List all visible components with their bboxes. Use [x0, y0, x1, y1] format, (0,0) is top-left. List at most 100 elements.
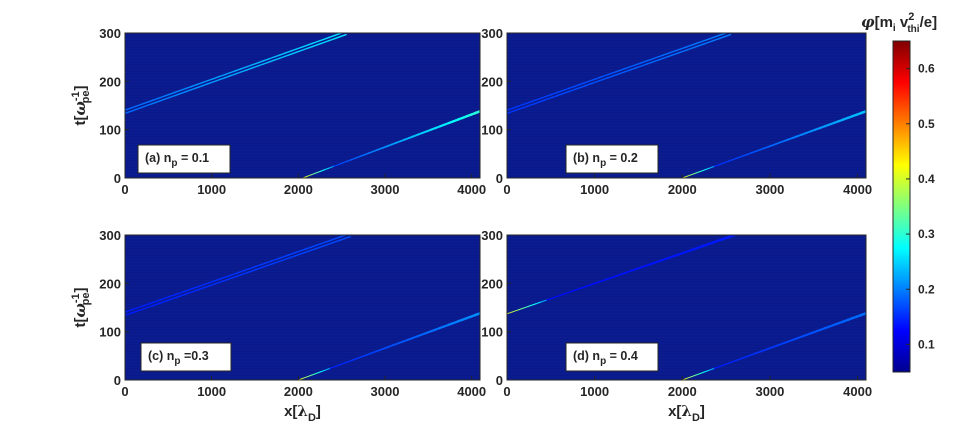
trajectory-transmitted-segment — [732, 359, 739, 363]
trajectory-reflected-segment — [306, 42, 314, 46]
trajectory-transmitted-segment — [320, 369, 327, 373]
y-tick-label: 0 — [114, 373, 121, 388]
trajectory-reflected-segment — [601, 77, 609, 81]
trajectory-reflected-segment — [223, 75, 231, 79]
colorbar-tick-label: 0.6 — [918, 62, 935, 76]
x-tick-label: 2000 — [284, 384, 313, 399]
trajectory-reflected-segment — [338, 235, 346, 239]
trajectory-reflected-segment — [539, 98, 547, 103]
trajectory-reflected-segment — [645, 58, 653, 62]
trajectory-reflected-segment — [240, 69, 248, 73]
trajectory-reflected-segment — [662, 52, 670, 56]
trajectory-transmitted-segment — [333, 164, 339, 167]
trajectory-reflected-segment — [540, 299, 548, 303]
panel-a: 0 1000 2000 3000 4000 0 100 200 300 (a) np = 0.1 t… — [70, 26, 486, 197]
trajectory-transmitted-segment — [334, 364, 340, 368]
x-tick-label: 1000 — [580, 182, 609, 197]
trajectory-reflected-segment — [338, 237, 346, 242]
panel-d: 0 1000 2000 3000 4000 0 100 200 300 (d) np = 0.4 x… — [481, 228, 872, 424]
trajectory-transmitted-segment — [329, 366, 336, 369]
trajectory-reflected-segment — [618, 68, 626, 72]
trajectory-reflected-segment — [191, 289, 199, 293]
trajectory-reflected-segment — [328, 34, 336, 39]
trajectory-reflected-segment — [301, 47, 309, 52]
trajectory-reflected-segment — [556, 89, 564, 94]
trajectory-reflected-segment — [175, 294, 183, 299]
trajectory-reflected-segment — [251, 62, 259, 66]
trajectory-reflected-segment — [295, 49, 303, 54]
trajectory-reflected-segment — [214, 278, 222, 282]
trajectory-reflected-segment — [253, 264, 261, 268]
x-tick-label: 4000 — [843, 182, 872, 197]
trajectory-reflected-segment — [287, 255, 295, 259]
trajectory-reflected-segment — [225, 274, 233, 278]
trajectory-reflected-segment — [606, 75, 614, 79]
trajectory-transmitted-segment — [690, 172, 697, 176]
trajectory-reflected-segment — [550, 91, 558, 96]
colorbar-tick-label: 0.4 — [918, 172, 935, 186]
trajectory-reflected-segment — [298, 248, 306, 252]
trajectory-reflected-segment — [623, 66, 631, 70]
trajectory-reflected-segment — [529, 303, 537, 307]
trajectory-reflected-segment — [620, 271, 628, 276]
trajectory-reflected-segment — [242, 268, 250, 272]
trajectories — [125, 235, 480, 380]
trajectory-reflected-segment — [245, 64, 253, 68]
trajectory-transmitted-segment — [361, 354, 368, 358]
trajectory-transmitted-segment — [686, 376, 692, 379]
trajectory-reflected-segment — [279, 52, 286, 56]
trajectory-transmitted-segment — [686, 174, 692, 177]
trajectory-reflected-segment — [668, 50, 676, 54]
trajectory-reflected-segment — [146, 99, 154, 104]
trajectory-reflected-segment — [690, 42, 698, 46]
trajectory-transmitted-segment — [350, 157, 357, 161]
trajectory-transmitted-segment — [474, 312, 480, 317]
trajectory-transmitted-segment — [363, 152, 370, 156]
trajectory-reflected-segment — [186, 291, 194, 295]
trajectory-reflected-segment — [323, 39, 331, 44]
y-tick-label: 0 — [496, 171, 503, 186]
trajectory-reflected-segment — [151, 100, 159, 105]
trajectory-transmitted-segment — [750, 150, 757, 154]
trajectory-reflected-segment — [595, 79, 603, 83]
trajectory-reflected-segment — [612, 70, 620, 74]
x-tick-label: 4000 — [843, 384, 872, 399]
trajectory-reflected-segment — [654, 259, 662, 264]
trajectory-reflected-segment — [282, 254, 290, 258]
trajectory-transmitted-segment — [736, 357, 743, 361]
y-tick-label: 200 — [481, 276, 503, 291]
trajectory-reflected-segment — [312, 40, 320, 44]
x-tick-label: 0 — [503, 182, 510, 197]
axes-frame — [506, 32, 867, 179]
trajectory-reflected-segment — [573, 83, 581, 88]
trajectory-reflected-segment — [242, 271, 250, 275]
trajectory-reflected-segment — [562, 91, 570, 95]
trajectory-reflected-segment — [557, 293, 565, 297]
trajectory-reflected-segment — [657, 54, 665, 58]
trajectory-transmitted-segment — [341, 160, 348, 164]
trajectory-reflected-segment — [262, 61, 270, 65]
trajectory-reflected-segment — [175, 291, 183, 296]
trajectory-transmitted-segment — [355, 155, 362, 159]
trajectory-reflected-segment — [640, 60, 648, 64]
trajectory-reflected-segment — [696, 40, 704, 44]
trajectory-reflected-segment — [332, 236, 340, 241]
trajectory-reflected-segment — [295, 46, 303, 50]
trajectory-reflected-segment — [125, 107, 132, 111]
trajectory-transmitted-segment — [346, 158, 353, 162]
heatmap-bands — [507, 33, 866, 178]
panel-label-text: (b) np = 0.2 — [573, 151, 638, 169]
trajectory-reflected-segment — [701, 41, 709, 46]
trajectory-transmitted-segment — [352, 357, 359, 361]
trajectory-reflected-segment — [301, 44, 309, 48]
trajectory-reflected-segment — [612, 73, 620, 77]
trajectory-reflected-segment — [140, 101, 148, 105]
trajectory-reflected-segment — [573, 87, 581, 91]
trajectory-reflected-segment — [141, 303, 149, 307]
trajectory-reflected-segment — [534, 301, 542, 305]
trajectory-reflected-segment — [606, 72, 614, 76]
trajectory-transmitted-segment — [745, 152, 752, 156]
y-tick-label: 100 — [481, 123, 503, 138]
trajectory-reflected-segment — [528, 99, 536, 104]
trajectory-reflected-segment — [614, 273, 622, 278]
